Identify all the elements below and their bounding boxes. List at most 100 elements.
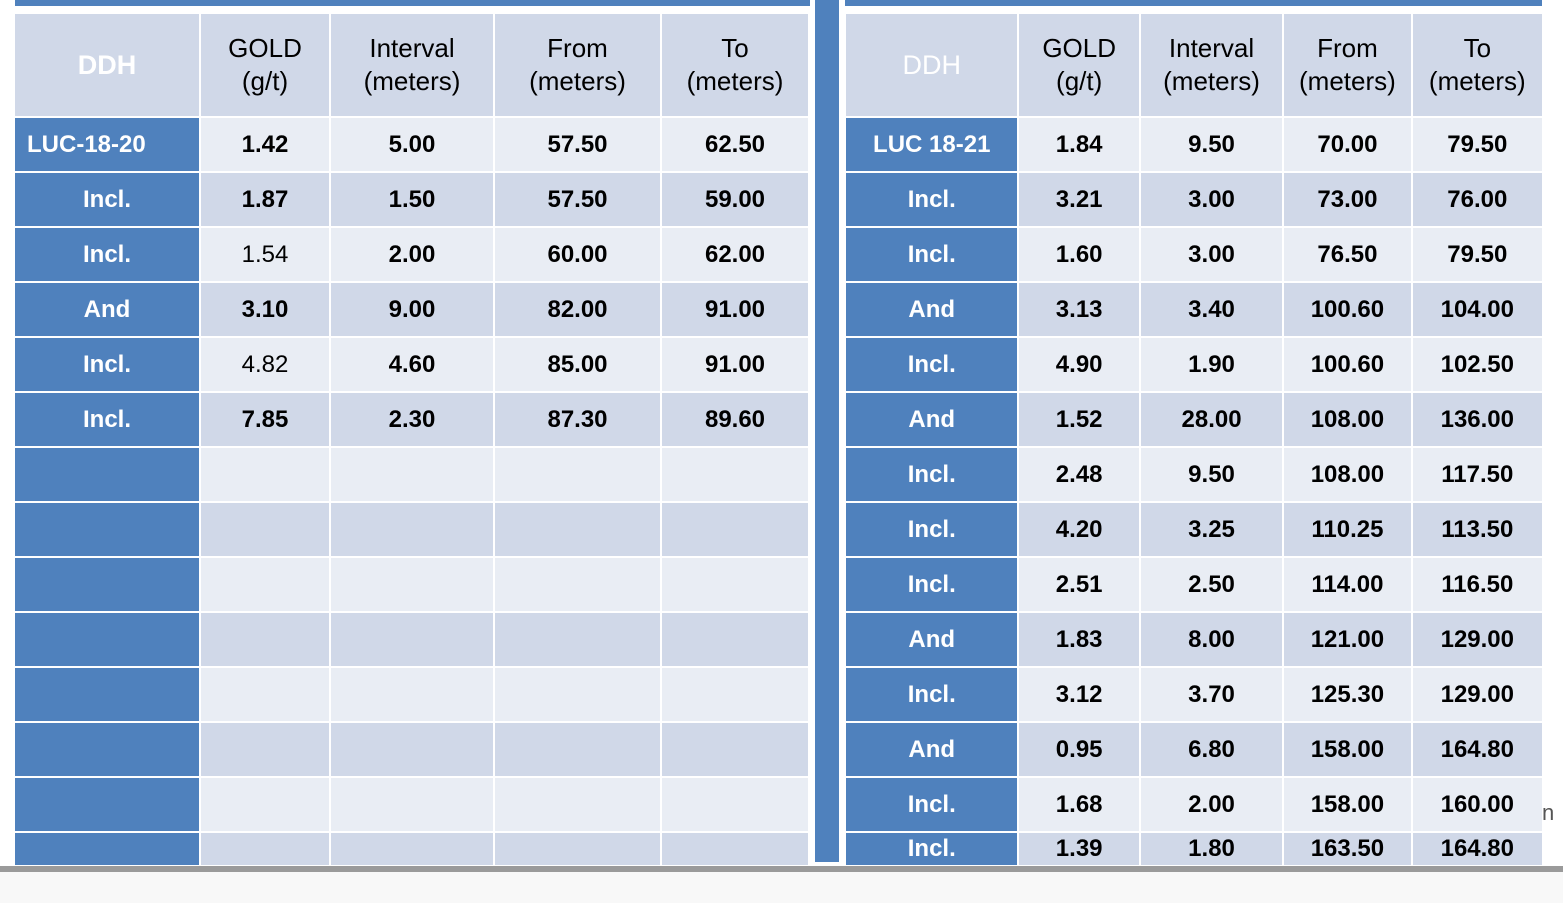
table-row: And 1.83 8.00 121.00 129.00 <box>846 613 1542 666</box>
header-interval: Interval (meters) <box>331 14 493 116</box>
cell-ddh <box>15 503 199 556</box>
cell-interval: 4.60 <box>331 338 493 391</box>
table-row: LUC-18-20 1.42 5.00 57.50 62.50 <box>15 118 808 171</box>
header-to: To (meters) <box>1412 14 1542 116</box>
header-ddh-label: DDH <box>77 49 137 80</box>
cell-interval <box>331 723 493 776</box>
cell-to <box>662 723 808 776</box>
cell-from <box>495 833 660 865</box>
cell-to: 160.00 <box>1412 778 1542 831</box>
table-row: And 3.10 9.00 82.00 91.00 <box>15 283 808 336</box>
right-header-row: DDH GOLD (g/t) Interval (meters) From (mete… <box>846 14 1542 116</box>
cell-interval: 1.90 <box>1140 338 1283 391</box>
cell-ddh: Incl. <box>15 173 199 226</box>
cell-from: 114.00 <box>1284 558 1411 611</box>
table-row <box>15 668 808 721</box>
right-assay-table: DDH GOLD (g/t) Interval (meters) From (mete… <box>844 12 1544 867</box>
table-row: Incl. 4.82 4.60 85.00 91.00 <box>15 338 808 391</box>
table-row: And 0.95 6.80 158.00 164.80 <box>846 723 1542 776</box>
cell-from: 73.00 <box>1284 173 1411 226</box>
cell-interval: 3.25 <box>1140 503 1283 556</box>
cell-from <box>495 448 660 501</box>
left-top-rule <box>15 0 810 6</box>
cell-interval <box>331 448 493 501</box>
cell-gold <box>201 448 329 501</box>
table-row: Incl. 1.60 3.00 76.50 79.50 <box>846 228 1542 281</box>
header-ddh: DDH <box>15 14 199 116</box>
cell-to: 104.00 <box>1412 283 1542 336</box>
cell-ddh: Incl. <box>846 448 1018 501</box>
cell-interval: 3.00 <box>1140 173 1283 226</box>
cell-from <box>495 558 660 611</box>
cell-from <box>495 723 660 776</box>
cell-interval: 2.00 <box>1140 778 1283 831</box>
cell-interval <box>331 558 493 611</box>
cell-gold: 3.10 <box>201 283 329 336</box>
header-interval-unit: (meters) <box>363 66 461 96</box>
cell-gold <box>201 723 329 776</box>
cell-gold: 1.84 <box>1019 118 1139 171</box>
cell-from: 76.50 <box>1284 228 1411 281</box>
header-gold-unit: (g/t) <box>1056 66 1103 96</box>
table-row: Incl. 4.20 3.25 110.25 113.50 <box>846 503 1542 556</box>
cell-interval <box>331 668 493 721</box>
cell-ddh: Incl. <box>15 338 199 391</box>
cell-interval: 1.80 <box>1140 833 1283 865</box>
table-row <box>15 723 808 776</box>
cell-interval: 6.80 <box>1140 723 1283 776</box>
table-row <box>15 613 808 666</box>
cell-to: 116.50 <box>1412 558 1542 611</box>
cell-ddh: And <box>15 283 199 336</box>
header-gold-label: GOLD <box>228 33 302 63</box>
cell-gold <box>201 778 329 831</box>
cell-from: 100.60 <box>1284 338 1411 391</box>
cell-gold: 7.85 <box>201 393 329 446</box>
cell-gold: 2.51 <box>1019 558 1139 611</box>
cell-to: 91.00 <box>662 338 808 391</box>
cell-interval <box>331 613 493 666</box>
cell-gold: 1.42 <box>201 118 329 171</box>
cell-interval: 28.00 <box>1140 393 1283 446</box>
cell-ddh: Incl. <box>15 228 199 281</box>
cell-gold: 1.87 <box>201 173 329 226</box>
cell-interval: 1.50 <box>331 173 493 226</box>
cell-from: 110.25 <box>1284 503 1411 556</box>
cell-from: 125.30 <box>1284 668 1411 721</box>
cell-ddh: And <box>846 283 1018 336</box>
cell-to: 129.00 <box>1412 668 1542 721</box>
cell-gold: 1.52 <box>1019 393 1139 446</box>
cell-ddh: Incl. <box>846 833 1018 865</box>
cell-interval: 2.50 <box>1140 558 1283 611</box>
table-divider <box>815 0 839 862</box>
cell-gold: 4.82 <box>201 338 329 391</box>
cell-gold <box>201 613 329 666</box>
table-row: And 3.13 3.40 100.60 104.00 <box>846 283 1542 336</box>
cell-interval: 3.00 <box>1140 228 1283 281</box>
cell-interval: 3.40 <box>1140 283 1283 336</box>
header-gold-label: GOLD <box>1042 33 1116 63</box>
table-row: Incl. 2.48 9.50 108.00 117.50 <box>846 448 1542 501</box>
cell-gold <box>201 833 329 865</box>
header-from: From (meters) <box>495 14 660 116</box>
table-row: Incl. 7.85 2.30 87.30 89.60 <box>15 393 808 446</box>
cell-ddh: And <box>846 613 1018 666</box>
cell-ddh: Incl. <box>846 503 1018 556</box>
left-table-body: LUC-18-20 1.42 5.00 57.50 62.50 Incl. 1.87 1.50… <box>15 118 808 865</box>
cell-to <box>662 558 808 611</box>
bottom-rule <box>0 866 1563 872</box>
cell-gold: 1.83 <box>1019 613 1139 666</box>
cell-ddh: And <box>846 723 1018 776</box>
cell-gold: 4.20 <box>1019 503 1139 556</box>
table-row <box>15 778 808 831</box>
cell-to: 136.00 <box>1412 393 1542 446</box>
cell-from: 82.00 <box>495 283 660 336</box>
header-interval-label: Interval <box>369 33 455 63</box>
table-row: Incl. 1.68 2.00 158.00 160.00 <box>846 778 1542 831</box>
cell-from <box>495 668 660 721</box>
cell-from: 163.50 <box>1284 833 1411 865</box>
header-interval-unit: (meters) <box>1163 66 1260 96</box>
cell-interval <box>331 833 493 865</box>
left-header-row: DDH GOLD (g/t) Interval (meters) From (mete… <box>15 14 808 116</box>
header-from-label: From <box>547 33 608 63</box>
cell-from <box>495 613 660 666</box>
